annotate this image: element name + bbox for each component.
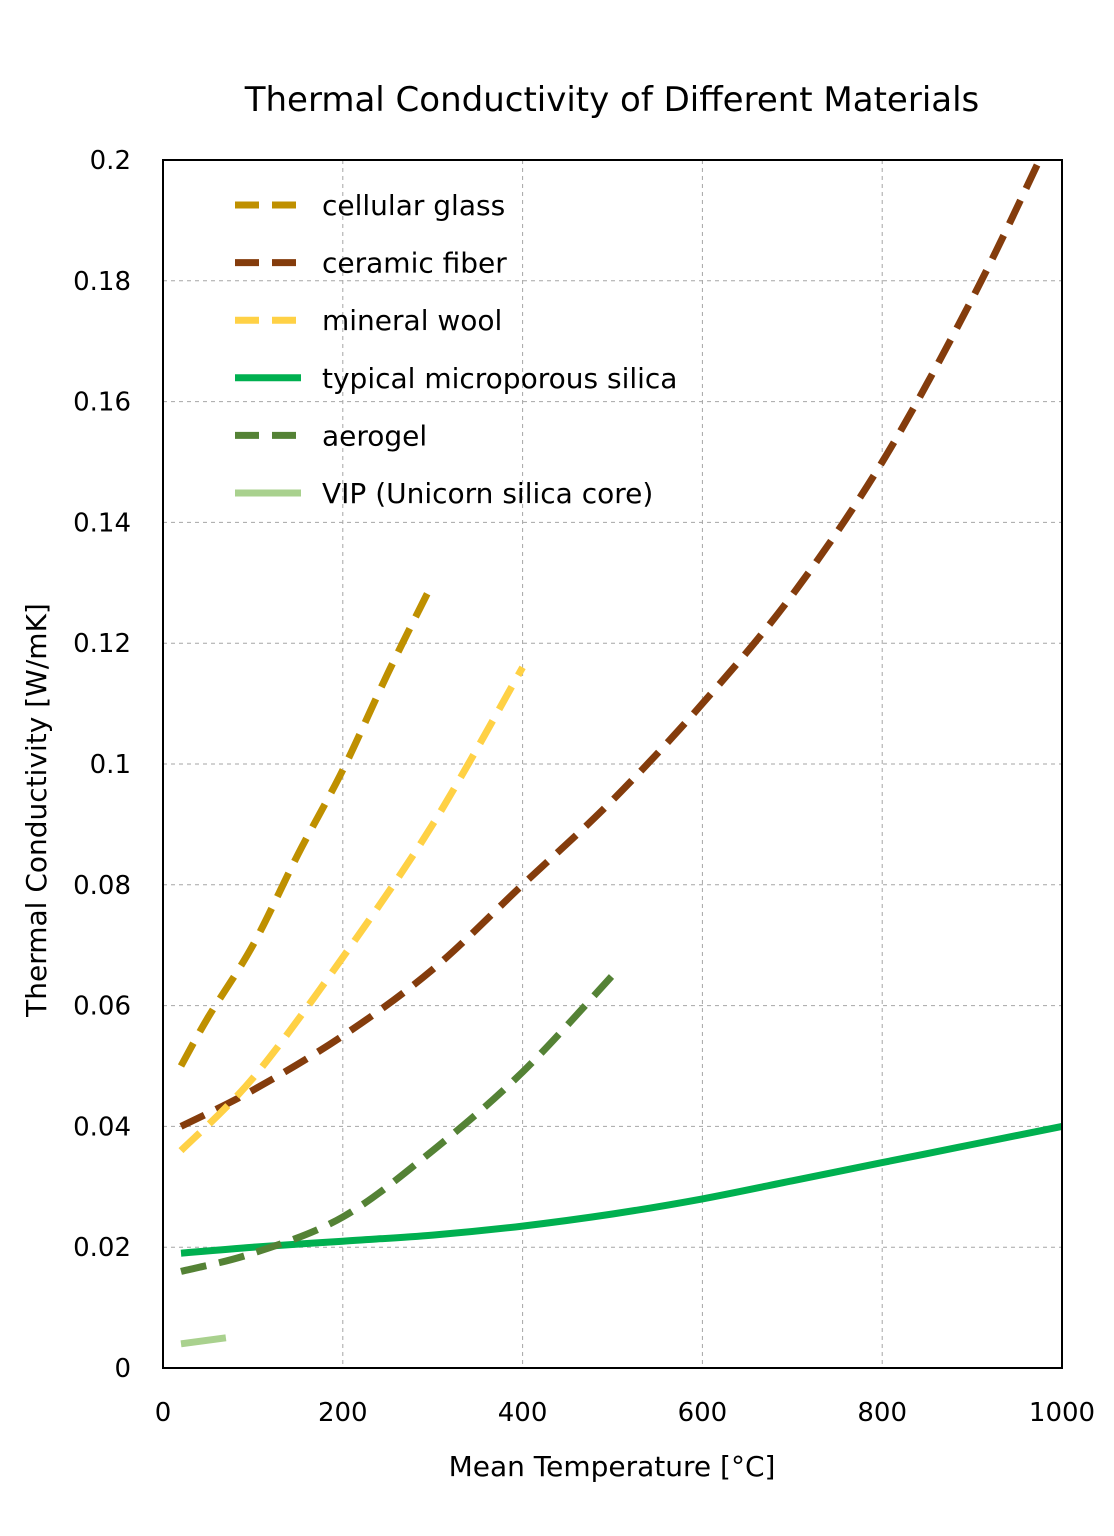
legend-label: cellular glass	[322, 189, 505, 222]
x-tick-label: 200	[318, 1398, 368, 1428]
x-tick-label: 600	[678, 1398, 728, 1428]
y-tick-label: 0.12	[73, 629, 131, 659]
y-tick-label: 0.1	[90, 750, 131, 780]
legend-label: VIP (Unicorn silica core)	[322, 477, 653, 510]
legend-label: aerogel	[322, 419, 427, 452]
series-line-vip-unicorn-silica-core	[180, 1334, 227, 1348]
y-tick-label: 0.04	[73, 1112, 131, 1142]
series-line-mineral-wool	[178, 665, 526, 1154]
series-line-aerogel	[180, 973, 616, 1275]
gridlines	[163, 160, 1062, 1368]
x-tick-label: 0	[155, 1398, 172, 1428]
plot-frame	[162, 159, 1063, 1369]
legend-label: ceramic fiber	[322, 247, 507, 280]
y-tick-label: 0.02	[73, 1233, 131, 1263]
y-tick-label: 0.2	[90, 146, 131, 176]
y-tick-label: 0.18	[73, 267, 131, 297]
series-line-typical-microporous-silica	[180, 1122, 1063, 1257]
y-tick-label: 0.14	[73, 508, 131, 538]
y-axis-label: Thermal Conductivity [W/mK]	[20, 603, 53, 1018]
series-lines	[177, 158, 1063, 1348]
y-tick-label: 0.16	[73, 388, 131, 418]
x-tick-label: 800	[857, 1398, 907, 1428]
chart-title: Thermal Conductivity of Different Materi…	[244, 80, 980, 120]
legend-label: mineral wool	[322, 304, 502, 337]
series-line-cellular-glass	[177, 581, 436, 1068]
series-line-ceramic-fiber	[179, 158, 1043, 1130]
y-tick-labels: 0 0.02 0.04 0.06 0.08 0.1 0.12 0.14 0.16 0.18 0.2	[73, 146, 131, 1384]
x-axis-label: Mean Temperature [°C]	[449, 1450, 776, 1483]
legend: cellular glass ceramic fiber mineral wool t…	[235, 189, 677, 510]
legend-label: typical microporous silica	[322, 362, 677, 395]
y-tick-label: 0.06	[73, 992, 131, 1022]
y-tick-label: 0.08	[73, 871, 131, 901]
x-tick-labels: 0 200 400 600 800 1000	[155, 1398, 1095, 1428]
x-tick-label: 1000	[1029, 1398, 1095, 1428]
x-tick-label: 400	[498, 1398, 548, 1428]
y-tick-label: 0	[114, 1354, 131, 1384]
